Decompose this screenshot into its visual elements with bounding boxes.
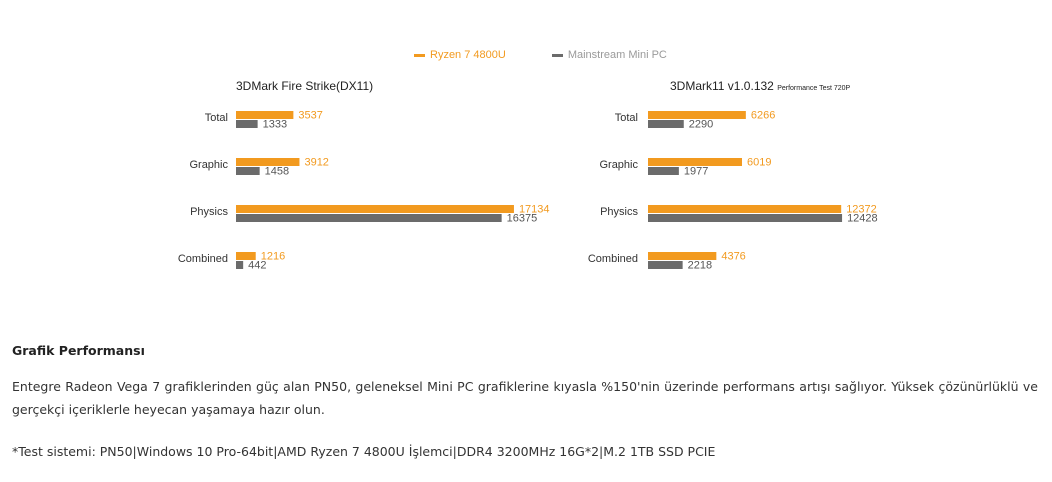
bar-3dmark11-combined-ryzen: [648, 252, 717, 260]
value-label-3dmark11-physics-mini-pc: 12428: [847, 213, 878, 225]
bar-3dmark11-combined-mini-pc: [648, 261, 683, 269]
bar-firestrike-physics-mini-pc: [236, 214, 502, 222]
value-label-firestrike-physics-ryzen: 17134: [519, 204, 550, 216]
section-body: Entegre Radeon Vega 7 grafiklerinden güç…: [12, 379, 1038, 417]
section-title: Grafik Performansı: [12, 343, 145, 358]
bar-3dmark11-total-ryzen: [648, 111, 746, 119]
category-label-3dmark11-combined: Combined: [588, 253, 638, 265]
value-label-firestrike-total-mini-pc: 1333: [263, 119, 287, 131]
legend-label-mini-pc: Mainstream Mini PC: [567, 49, 667, 61]
bar-3dmark11-total-mini-pc: [648, 120, 684, 128]
value-label-3dmark11-physics-ryzen: 12372: [846, 204, 877, 216]
bar-firestrike-total-ryzen: [236, 111, 294, 119]
bar-firestrike-combined-mini-pc: [236, 261, 244, 269]
bar-firestrike-combined-ryzen: [236, 252, 256, 260]
chart-firestrike: Total 3537 1333 Graphic 3912 1458 Physics 17134…: [178, 110, 550, 272]
legend-label-ryzen: Ryzen 7 4800U: [430, 49, 506, 61]
chart-title-firestrike-text: 3DMark Fire Strike(DX11): [236, 79, 374, 93]
value-label-firestrike-combined-ryzen: 1216: [261, 251, 285, 263]
bar-firestrike-total-mini-pc: [236, 120, 258, 128]
category-label-3dmark11-total: Total: [615, 112, 638, 124]
value-label-3dmark11-combined-mini-pc: 2218: [688, 260, 712, 272]
value-label-3dmark11-total-mini-pc: 2290: [689, 119, 713, 131]
bar-3dmark11-physics-ryzen: [648, 205, 842, 213]
value-label-firestrike-graphic-mini-pc: 1458: [265, 166, 289, 178]
legend-swatch-mini-pc: [551, 53, 563, 57]
value-label-firestrike-graphic-ryzen: 3912: [304, 157, 328, 169]
charts-svg: Total 3537 1333 Graphic 3912 1458 Physics 17134…: [178, 110, 878, 272]
category-label-firestrike-graphic: Graphic: [189, 159, 228, 171]
category-label-3dmark11-graphic: Graphic: [599, 159, 638, 171]
legend-item-mini-pc: Mainstream Mini PC: [551, 49, 667, 61]
value-label-firestrike-combined-mini-pc: 442: [248, 260, 266, 272]
chart-title-firestrike: 3DMark Fire Strike(DX11): [236, 79, 373, 93]
value-label-3dmark11-combined-ryzen: 4376: [721, 251, 745, 263]
value-label-3dmark11-graphic-mini-pc: 1977: [684, 166, 708, 178]
chart-legend: Ryzen 7 4800U Mainstream Mini PC: [414, 49, 667, 61]
value-label-firestrike-total-ryzen: 3537: [298, 110, 322, 122]
category-label-firestrike-total: Total: [205, 112, 228, 124]
chart-3dmark11: Total 6266 2290 Graphic 6019 1977 Physics 12372…: [588, 110, 878, 272]
benchmark-figure: Ryzen 7 4800U Mainstream Mini PC 3DMark …: [178, 49, 878, 272]
bar-firestrike-graphic-mini-pc: [236, 167, 260, 175]
legend-item-ryzen: Ryzen 7 4800U: [414, 49, 506, 61]
value-label-firestrike-physics-mini-pc: 16375: [507, 213, 538, 225]
bar-3dmark11-graphic-mini-pc: [648, 167, 679, 175]
chart-title-3dmark11: 3DMark11 v1.0.132 Performance Test 720P: [670, 79, 850, 93]
bar-firestrike-graphic-ryzen: [236, 158, 300, 166]
bar-firestrike-physics-ryzen: [236, 205, 514, 213]
chart-title-3dmark11-suffix: Performance Test 720P: [777, 85, 851, 92]
bar-3dmark11-physics-mini-pc: [648, 214, 843, 222]
bar-3dmark11-graphic-ryzen: [648, 158, 742, 166]
test-system-note: *Test sistemi: PN50|Windows 10 Pro-64bit…: [12, 444, 716, 459]
chart-title-3dmark11-text: 3DMark11 v1.0.132: [670, 79, 774, 93]
value-label-3dmark11-graphic-ryzen: 6019: [747, 157, 771, 169]
category-label-firestrike-combined: Combined: [178, 253, 228, 265]
category-label-firestrike-physics: Physics: [190, 206, 228, 218]
category-label-3dmark11-physics: Physics: [600, 206, 638, 218]
legend-swatch-ryzen: [414, 53, 425, 57]
value-label-3dmark11-total-ryzen: 6266: [751, 110, 775, 122]
